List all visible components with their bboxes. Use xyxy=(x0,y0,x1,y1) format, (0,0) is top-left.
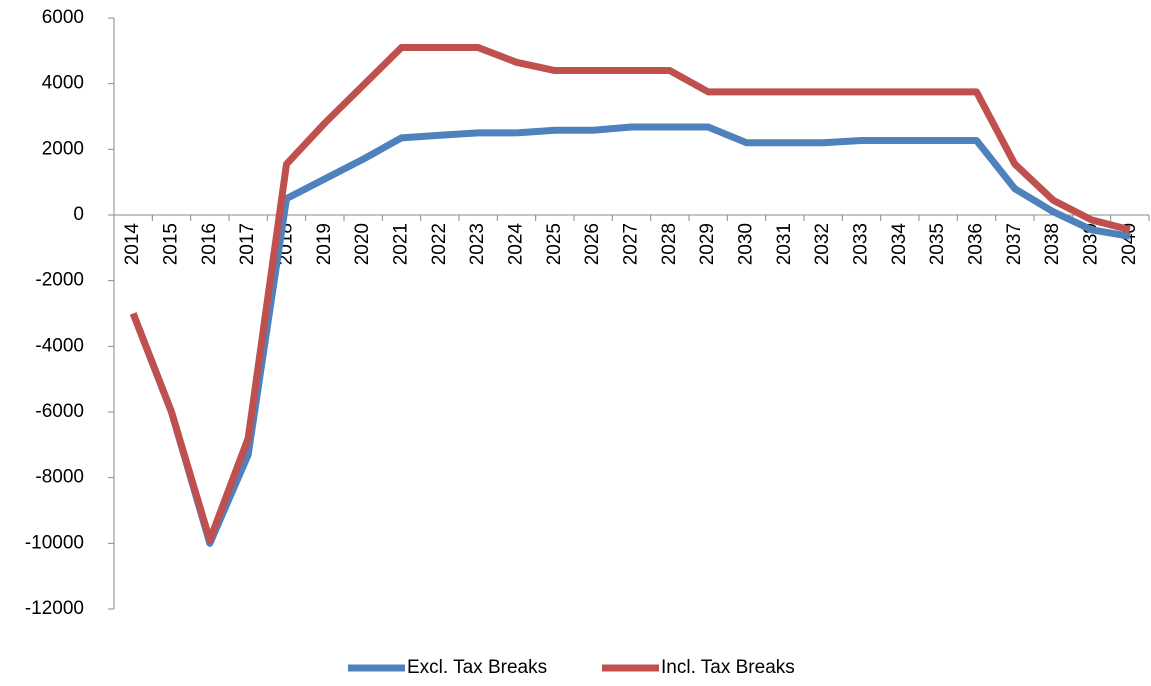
x-tick-label: 2019 xyxy=(314,223,335,265)
x-tick-label: 2025 xyxy=(544,223,565,265)
x-tick-label: 2031 xyxy=(774,223,795,265)
y-tick-label: -2000 xyxy=(35,270,84,291)
y-tick-label: -4000 xyxy=(35,335,84,356)
line-series xyxy=(129,123,1131,547)
x-tick-label: 2024 xyxy=(506,223,527,266)
y-tick-label: -6000 xyxy=(35,401,84,422)
legend-label: Excl. Tax Breaks xyxy=(407,657,547,678)
y-tick-label: 0 xyxy=(73,204,84,225)
y-tick-label: 2000 xyxy=(42,138,84,159)
x-tick-label: 2028 xyxy=(659,223,680,265)
x-tick-label: 2023 xyxy=(467,223,488,265)
x-tick-label: 2014 xyxy=(122,223,143,266)
x-tick-label: 2017 xyxy=(237,223,258,265)
y-tick-label: -10000 xyxy=(25,532,84,553)
x-tick-label: 2030 xyxy=(736,223,757,265)
y-tick-label: 4000 xyxy=(42,73,84,94)
x-tick-label: 2036 xyxy=(966,223,987,265)
x-tick-label: 2032 xyxy=(812,223,833,265)
y-tick-label: 6000 xyxy=(42,7,84,28)
x-tick-label: 2034 xyxy=(889,223,910,266)
x-tick-label: 2033 xyxy=(851,223,872,265)
x-tick-label: 2015 xyxy=(161,223,182,265)
x-tick-label: 2027 xyxy=(621,223,642,265)
x-tick-label: 2035 xyxy=(927,223,948,265)
x-tick-label: 2016 xyxy=(199,223,220,265)
x-tick-label: 2021 xyxy=(391,223,412,265)
x-tick-label: 2029 xyxy=(697,223,718,265)
y-tick-label: -12000 xyxy=(25,598,84,619)
x-tick-label: 2037 xyxy=(1004,223,1025,265)
legend-label: Incl. Tax Breaks xyxy=(661,657,795,678)
x-tick-label: 2022 xyxy=(429,223,450,265)
line-series xyxy=(129,44,1131,544)
x-tick-label: 2020 xyxy=(352,223,373,265)
x-tick-label: 2026 xyxy=(582,223,603,265)
x-tick-label: 2038 xyxy=(1042,223,1063,265)
y-tick-label: -8000 xyxy=(35,467,84,488)
